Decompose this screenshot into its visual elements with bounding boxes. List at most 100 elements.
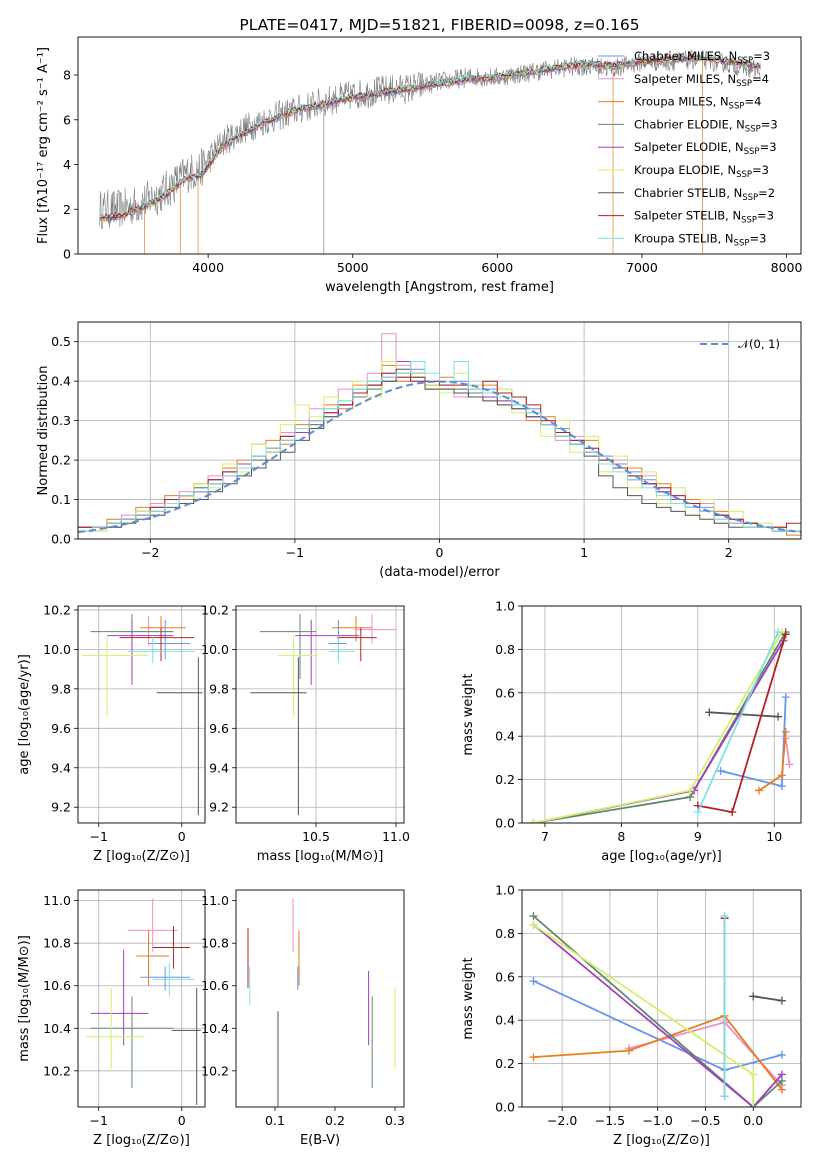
y-tick-label: 9.2 [209, 800, 229, 815]
x-tick-label: 10 [766, 829, 782, 844]
x-tick-label: 10.5 [302, 829, 330, 844]
plot-area [250, 613, 396, 816]
x-axis-label: mass [log₁₀(M/M⊙)] [257, 849, 384, 864]
y-tick-label: 9.4 [209, 760, 229, 775]
y-tick-label: 8 [63, 68, 71, 83]
y-tick-label: 10.2 [43, 1063, 71, 1078]
axes-frame [521, 889, 802, 1108]
weight-marker [777, 782, 786, 791]
weight-marker [781, 693, 790, 702]
x-axis-label: wavelength [Angstrom, rest frame] [325, 280, 554, 295]
axes-frame [521, 605, 802, 824]
y-tick-label: 9.6 [51, 721, 71, 736]
y-tick-label: 0.8 [495, 642, 515, 657]
x-tick-label: 0.0 [743, 1113, 763, 1128]
weight-line [532, 924, 783, 1107]
y-tick-label: 0.6 [495, 969, 515, 984]
model-line [99, 53, 761, 220]
x-tick-label: 11.0 [382, 829, 410, 844]
y-axis-label: mass weight [461, 673, 476, 755]
y-tick-label: 4 [63, 157, 71, 172]
legend-label-sub: SSP [742, 193, 758, 203]
y-tick-label: 0.8 [495, 926, 515, 941]
y-tick-label: 1.0 [495, 599, 515, 614]
weight-marker [754, 786, 763, 795]
y-tick-label: 0.5 [51, 334, 71, 349]
y-tick-label: 0.3 [51, 413, 71, 428]
weight-marker [686, 786, 695, 795]
legend-label: Salpeter MILES, NSSP=4 [634, 72, 769, 89]
x-tick-label: 8 [617, 829, 625, 844]
legend-label-sub: SSP [729, 102, 745, 112]
plot-area [529, 912, 786, 1107]
y-axis-label: mass [log₁₀(M/M⊙)] [17, 935, 32, 1062]
weight-marker [529, 1053, 538, 1062]
y-tick-label: 11.0 [201, 893, 229, 908]
legend-label-sub: SSP [745, 124, 761, 134]
x-tick-label: −1 [90, 1113, 108, 1128]
legend-label: Kroupa ELODIE, NSSP=3 [634, 163, 769, 180]
x-axis-label: E(B-V) [300, 1133, 340, 1148]
weight-line [533, 631, 787, 823]
weight-marker [693, 808, 702, 817]
normal-curve [78, 380, 801, 534]
y-tick-label: 0.2 [495, 772, 515, 787]
weight-marker [749, 1103, 758, 1107]
y-tick-label: 10.2 [201, 602, 229, 617]
weight-marker [716, 766, 725, 775]
legend-label-name: Kroupa STELIB, N [634, 231, 734, 245]
weight-marker [774, 712, 783, 721]
legend-label-sub: SSP [736, 170, 752, 180]
weight-marker [777, 1085, 786, 1094]
axes-frame [77, 889, 206, 1108]
x-tick-label: 0.3 [385, 1113, 405, 1128]
y-tick-label: 10.2 [201, 1063, 229, 1078]
y-tick-label: 11.0 [43, 893, 71, 908]
y-tick-label: 9.8 [51, 681, 71, 696]
panel-mass-vs-EBV: 0.1 0.2 0.3 10.2 10.4 10.6 10.8 11.0 E(B-V) [201, 889, 405, 1148]
x-tick-label: −1.5 [595, 1113, 625, 1128]
weight-line [696, 631, 779, 813]
legend: 𝒩(0, 1) [700, 337, 780, 351]
x-axis-label: age [log₁₀(age/yr)] [601, 849, 722, 864]
weight-marker [720, 1092, 729, 1101]
model-line [99, 52, 761, 218]
weight-marker [749, 1070, 758, 1079]
x-tick-label: 6000 [481, 260, 513, 275]
panel-weight-vs-Z: −2.0 −1.5 −1.0 −0.5 0.0 0.0 0.2 0.4 0.6 0.8 1.0 Z [… [461, 883, 802, 1148]
x-axis-label: (data-model)/error [379, 565, 500, 580]
x-tick-label: −1.0 [642, 1113, 672, 1128]
y-tick-label: 1.0 [495, 883, 515, 898]
legend-label-value: =4 [752, 72, 769, 86]
weight-marker [781, 727, 790, 736]
legend-label-value: =3 [752, 163, 769, 177]
x-tick-label: −2.0 [547, 1113, 577, 1128]
weight-marker [774, 628, 783, 637]
legend-label-sub: SSP [734, 238, 750, 248]
legend-label-value: =3 [761, 117, 778, 131]
weight-marker [781, 630, 790, 639]
x-axis-label: Z [log₁₀(Z/Z⊙)] [93, 1133, 190, 1148]
y-tick-label: 10.0 [43, 642, 71, 657]
legend-label-value: =3 [760, 140, 777, 154]
weight-marker [777, 1050, 786, 1059]
x-tick-label: 2 [725, 545, 733, 560]
x-tick-label: 9 [694, 829, 702, 844]
plot-area [99, 49, 761, 254]
weight-marker [529, 977, 538, 986]
weight-marker [529, 920, 538, 929]
y-tick-label: 9.4 [51, 760, 71, 775]
legend-label: Chabrier STELIB, NSSP=2 [634, 186, 775, 203]
weight-marker [749, 992, 758, 1001]
panel-weight-vs-age: 7 8 9 10 0.0 0.2 0.4 0.6 0.8 1.0 age [log₁₀(age/yr… [461, 599, 802, 864]
weight-line [753, 995, 783, 1002]
y-tick-label: 10.4 [201, 1021, 229, 1036]
x-tick-label: 0.1 [265, 1113, 285, 1128]
x-tick-label: 0 [178, 1113, 186, 1128]
y-tick-label: 0.0 [51, 532, 71, 547]
weight-line [697, 633, 787, 814]
y-tick-label: 10.8 [201, 936, 229, 951]
plot-area [78, 333, 801, 539]
y-tick-label: 10.8 [43, 936, 71, 951]
